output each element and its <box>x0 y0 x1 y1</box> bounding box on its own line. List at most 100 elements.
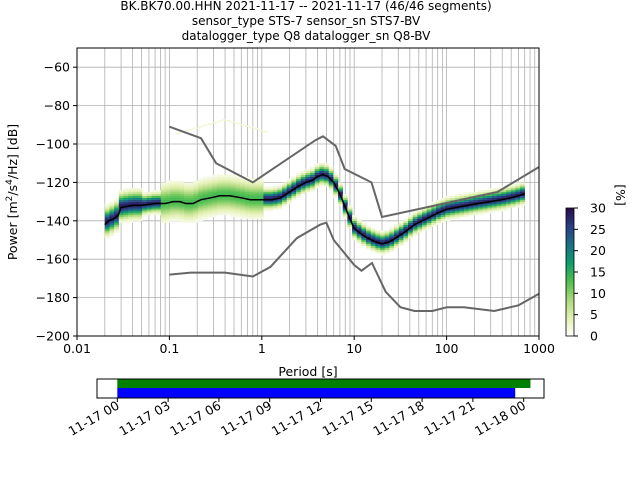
density-cell <box>109 222 115 225</box>
density-cell <box>473 199 479 202</box>
density-cell <box>137 190 143 193</box>
density-cell <box>174 186 180 189</box>
density-cell <box>258 192 264 195</box>
density-cell <box>207 188 213 191</box>
density-cell <box>328 184 334 187</box>
density-cell <box>123 220 129 223</box>
density-cell <box>249 126 255 129</box>
density-cell <box>459 213 465 216</box>
density-cell <box>118 215 124 218</box>
density-cell <box>375 232 381 235</box>
density-cell <box>296 195 302 198</box>
density-cell <box>296 174 302 177</box>
density-cell <box>501 203 507 206</box>
density-cell <box>109 228 115 231</box>
density-cell <box>431 224 437 227</box>
density-cell <box>165 190 171 193</box>
density-cell <box>515 197 521 200</box>
density-cell <box>310 182 316 185</box>
density-cell <box>188 197 194 200</box>
density-cell <box>468 201 474 204</box>
density-cell <box>370 241 376 245</box>
density-cell <box>118 197 124 200</box>
density-cell <box>226 120 231 122</box>
density-cell <box>464 203 470 206</box>
density-cell <box>146 207 152 210</box>
density-cell <box>464 205 470 208</box>
density-cell <box>179 192 185 195</box>
density-cell <box>333 193 339 197</box>
density-cell <box>226 180 232 183</box>
density-cell <box>454 203 460 206</box>
density-cell <box>426 220 432 223</box>
density-cell <box>151 190 157 193</box>
density-cell <box>366 234 372 237</box>
density-cell <box>440 215 446 218</box>
density-cell <box>342 215 348 218</box>
density-cell <box>132 190 138 193</box>
density-cell <box>174 207 180 210</box>
density-cell <box>272 190 278 193</box>
timeline-tick-label: 11-17 03 <box>116 398 172 439</box>
density-cell <box>109 213 115 216</box>
density-cell <box>412 218 418 221</box>
density-cell <box>254 211 260 214</box>
density-cell <box>221 190 227 193</box>
density-cell <box>384 234 390 237</box>
density-cell <box>380 245 386 248</box>
density-cell <box>244 190 250 193</box>
density-cell <box>202 193 208 197</box>
density-cell <box>492 209 497 212</box>
colorbar-tick-label: 5 <box>590 307 598 322</box>
density-cell <box>356 222 362 225</box>
density-cell <box>394 238 400 241</box>
density-cell <box>338 197 344 200</box>
density-cell <box>221 203 227 206</box>
density-cell <box>174 213 180 216</box>
density-cell <box>193 127 199 129</box>
density-cell <box>277 201 283 204</box>
density-cell <box>389 241 395 245</box>
density-cell <box>132 213 138 216</box>
density-cell <box>398 243 404 246</box>
density-cell <box>310 184 316 187</box>
density-cell <box>520 197 525 200</box>
density-cell <box>254 188 260 191</box>
density-cell <box>319 163 325 166</box>
density-cell <box>300 180 306 183</box>
density-cell <box>188 192 194 195</box>
density-cell <box>226 201 232 204</box>
density-cell <box>235 186 241 189</box>
density-cell <box>174 182 180 185</box>
density-cell <box>193 220 199 223</box>
density-cell <box>244 182 250 185</box>
density-cell <box>221 199 227 202</box>
density-cell <box>221 211 227 214</box>
density-cell <box>249 199 255 202</box>
density-cell <box>221 205 227 208</box>
density-cell <box>352 222 358 225</box>
density-cell <box>254 203 260 206</box>
density-cell <box>506 201 511 204</box>
x-tick-label: 0.1 <box>159 341 179 356</box>
density-cell <box>496 192 502 195</box>
density-cell <box>408 218 414 221</box>
density-cell <box>128 203 134 206</box>
density-cell <box>412 230 418 233</box>
density-cell <box>520 188 525 191</box>
density-cell <box>216 205 222 208</box>
density-cell <box>305 176 311 179</box>
density-cell <box>109 220 115 223</box>
density-cell <box>291 182 297 185</box>
density-cell <box>300 174 306 177</box>
density-cell <box>506 207 511 210</box>
density-cell <box>282 195 288 198</box>
density-cell <box>454 207 460 210</box>
density-cell <box>319 180 325 183</box>
density-cell <box>282 182 288 185</box>
density-cell <box>104 205 110 208</box>
density-cell <box>487 211 493 214</box>
density-cell <box>510 203 516 206</box>
density-cell <box>170 197 176 200</box>
density-cell <box>454 213 460 216</box>
